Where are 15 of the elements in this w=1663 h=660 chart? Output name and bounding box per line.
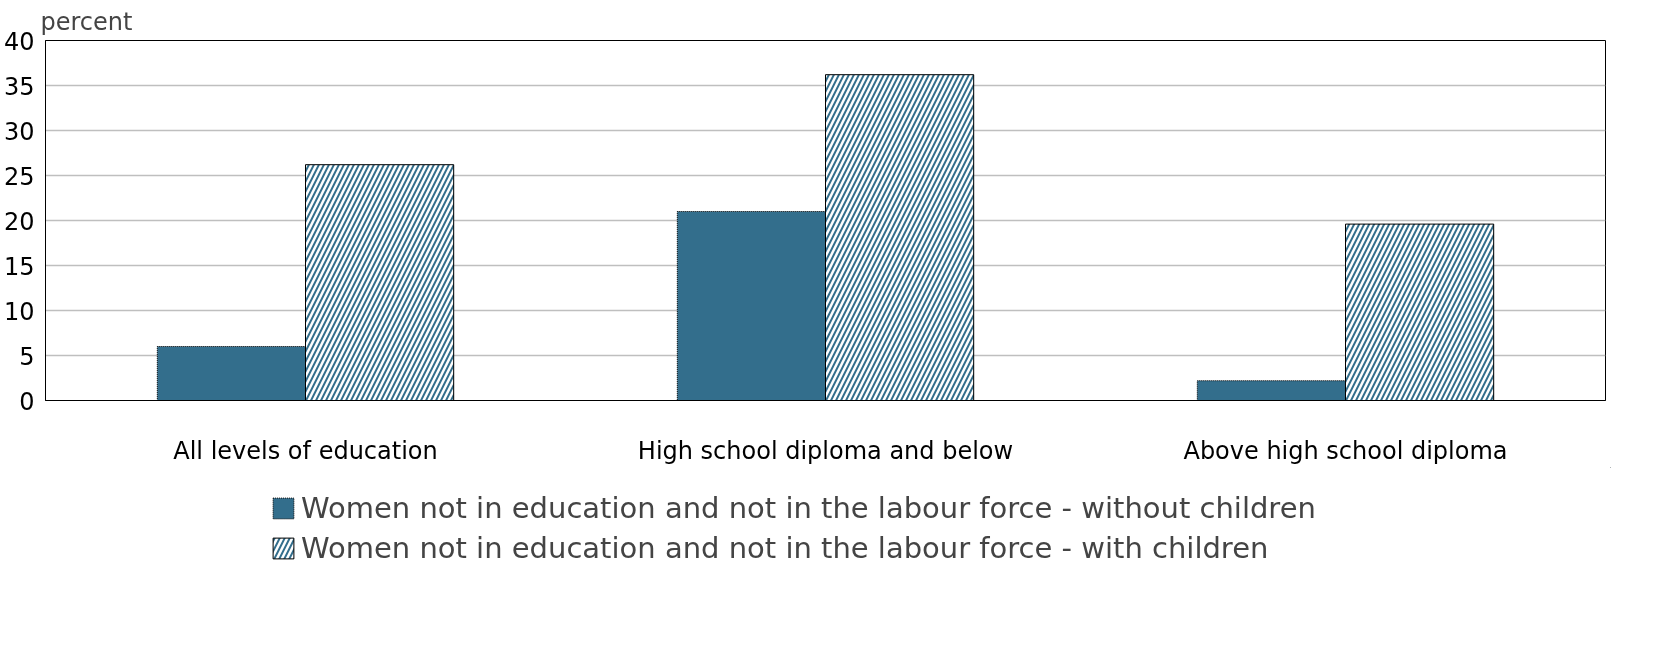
y-tick-label: 15 [3,252,35,281]
y-tick-label: 30 [3,117,35,146]
x-tick-label: Above high school diploma [1183,436,1508,465]
y-tick-label: 0 [19,387,35,416]
y-tick-label: 10 [3,297,35,326]
legend-label: Women not in education and not in the labour force - without children [301,491,1316,525]
y-tick-label: 5 [19,342,35,371]
x-tick-label: All levels of education [173,436,438,465]
x-tick-label: High school diploma and below [637,436,1014,465]
y-axis-title: percent [40,7,133,36]
y-tick-label: 35 [3,72,35,101]
legend-label: Women not in education and not in the labour force - with children [301,531,1269,565]
y-tick-label: 25 [3,162,35,191]
y-tick-label: 40 [3,27,35,56]
y-tick-label: 20 [3,207,35,236]
